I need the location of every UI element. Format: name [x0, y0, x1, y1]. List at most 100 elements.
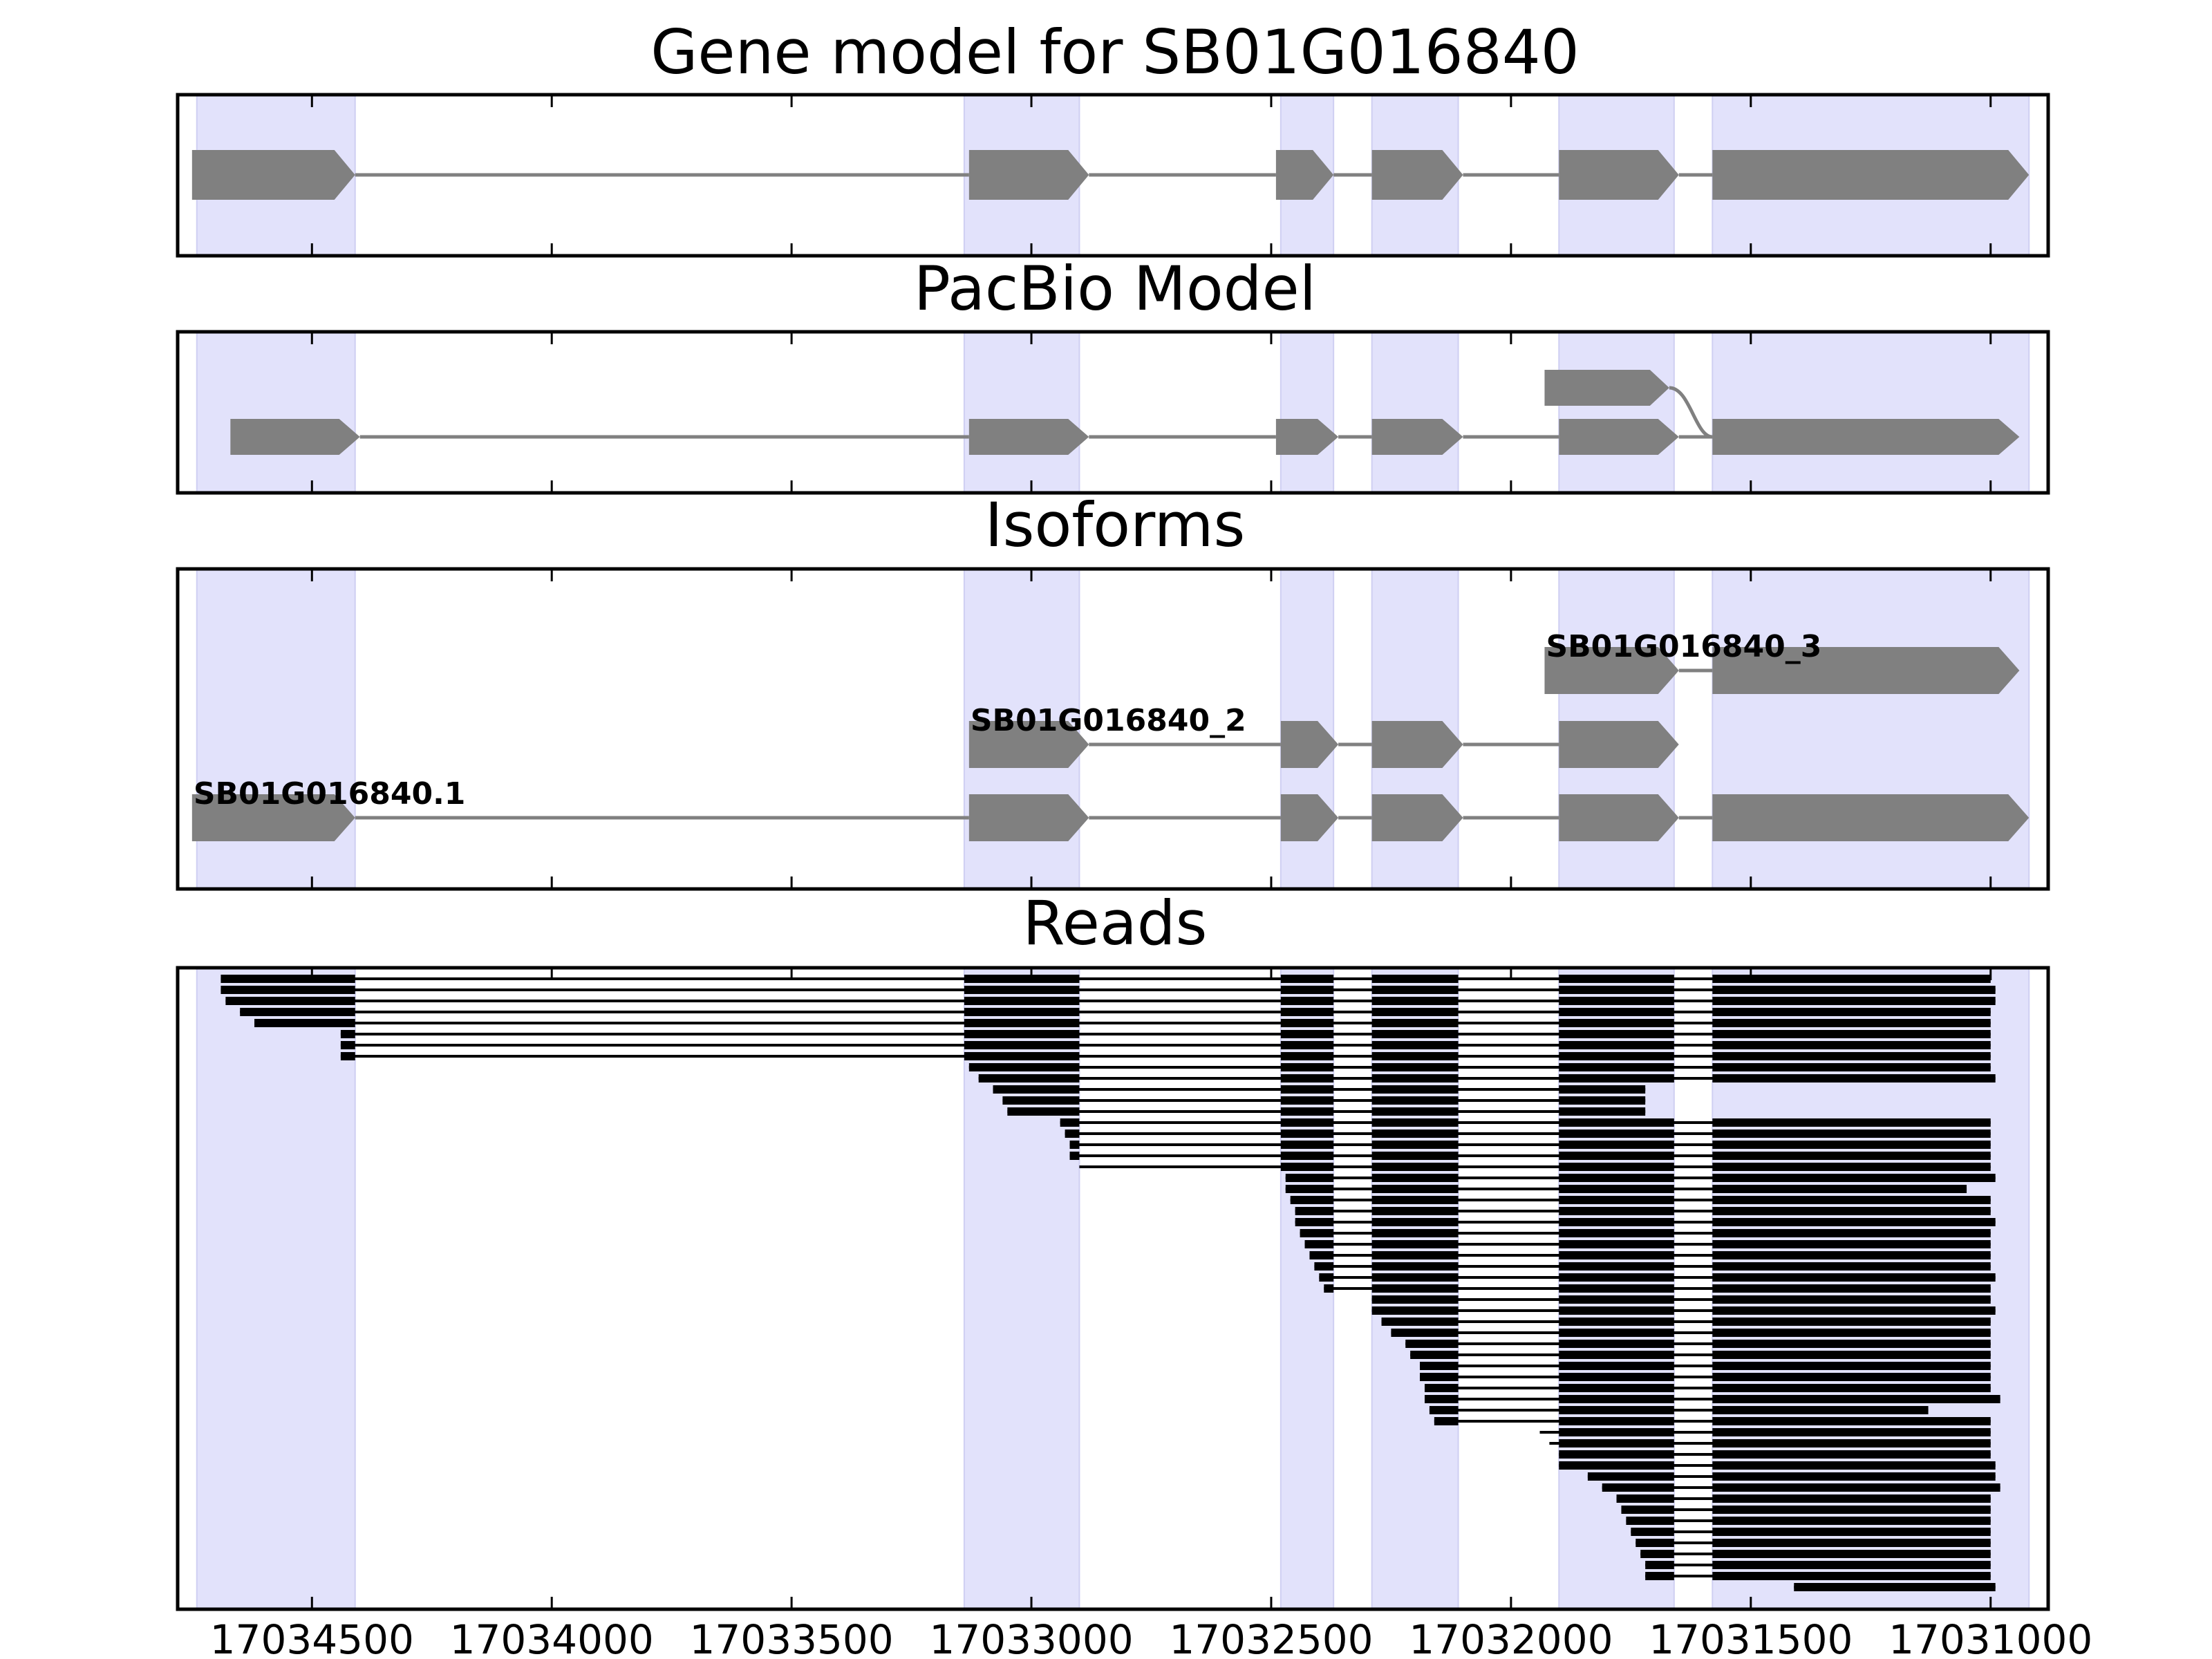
gene-model-panel [176, 93, 2050, 258]
read-aligned-block [1559, 1174, 1674, 1182]
read-aligned-block [1559, 1185, 1674, 1193]
read-aligned-block [1371, 1118, 1459, 1127]
read-aligned-block [1559, 1240, 1674, 1248]
isoform-label: SB01G016840_3 [1546, 629, 1821, 664]
read-aligned-block [1559, 1318, 1674, 1326]
isoform-exon [1559, 721, 1679, 768]
read-aligned-block [1314, 1262, 1334, 1271]
read-aligned-block [1295, 1207, 1334, 1215]
pacbio-model-panel-frame [176, 330, 2050, 495]
read-aligned-block [1712, 1483, 2000, 1492]
read-aligned-block [1712, 1450, 1991, 1459]
read-aligned-block [1280, 975, 1334, 983]
isoform-exon [1371, 794, 1463, 841]
x-tick-label: 17033500 [690, 1616, 894, 1659]
read-aligned-block [1065, 1130, 1080, 1138]
isoform-label: SB01G016840_2 [971, 703, 1246, 738]
read-aligned-block [1559, 1461, 1674, 1470]
read-aligned-block [1559, 1351, 1674, 1359]
reads-panel-frame [176, 966, 2050, 1611]
isoform-exon [191, 794, 355, 841]
read-aligned-block [1069, 1152, 1080, 1160]
read-aligned-block [1559, 1085, 1646, 1094]
read-aligned-block [1559, 1384, 1674, 1392]
read-aligned-block [1712, 1417, 1991, 1425]
pacbio-exon [1559, 419, 1679, 455]
read-aligned-block [1712, 1472, 1996, 1481]
read-aligned-block [1559, 1439, 1674, 1447]
read-aligned-block [1559, 1273, 1674, 1282]
read-aligned-block [1371, 1273, 1459, 1282]
read-aligned-block [1280, 1008, 1334, 1016]
pacbio-alt-junction [1669, 386, 1713, 439]
read-aligned-block [1559, 1030, 1674, 1038]
read-aligned-block [1371, 1185, 1459, 1193]
read-aligned-block [1559, 1373, 1674, 1381]
pacbio-alt-exon [1544, 370, 1669, 406]
read-aligned-block [1626, 1517, 1674, 1525]
read-aligned-block [1712, 1439, 1991, 1447]
read-aligned-block [1425, 1395, 1459, 1403]
read-aligned-block [1559, 975, 1674, 983]
read-aligned-block [1559, 1130, 1674, 1138]
read-aligned-block [1712, 1329, 1991, 1337]
read-aligned-block [1712, 1351, 1991, 1359]
read-aligned-block [1280, 1130, 1334, 1138]
read-aligned-block [964, 986, 1080, 994]
read-aligned-block [1712, 1251, 1991, 1259]
read-aligned-block [1324, 1284, 1334, 1293]
read-aligned-block [1280, 1141, 1334, 1149]
read-aligned-block [993, 1085, 1080, 1094]
read-aligned-block [1309, 1251, 1334, 1259]
read-aligned-block [1280, 1096, 1334, 1105]
read-aligned-block [1280, 1063, 1334, 1071]
read-aligned-block [1640, 1550, 1674, 1558]
gene-model-title: Gene model for SB01G016840 [650, 17, 1580, 88]
read-aligned-block [1712, 1428, 1991, 1436]
read-aligned-block [1712, 1406, 1929, 1414]
exon-highlight-band [1371, 331, 1459, 494]
isoform-exon [968, 794, 1089, 841]
read-aligned-block [1712, 1262, 1991, 1271]
read-aligned-block [1559, 1251, 1674, 1259]
read-aligned-block [1371, 1141, 1459, 1149]
read-aligned-block [1712, 1306, 1996, 1315]
read-aligned-block [1712, 1273, 1996, 1282]
read-aligned-block [1712, 1528, 1991, 1536]
read-aligned-block [1559, 1417, 1674, 1425]
read-aligned-block [1285, 1174, 1334, 1182]
read-aligned-block [1280, 1041, 1334, 1049]
read-aligned-block [1712, 1196, 1991, 1204]
read-aligned-block [1712, 1152, 1991, 1160]
read-aligned-block [225, 997, 355, 1005]
read-aligned-block [1712, 1008, 1991, 1016]
read-aligned-block [1631, 1528, 1674, 1536]
read-aligned-block [964, 975, 1080, 983]
read-aligned-block [1371, 1174, 1459, 1182]
read-aligned-block [340, 1030, 355, 1038]
read-aligned-block [1712, 1074, 1996, 1082]
read-aligned-block [1712, 1295, 1991, 1304]
reads-panel [176, 966, 2050, 1611]
read-aligned-block [1434, 1417, 1459, 1425]
read-aligned-block [1381, 1318, 1459, 1326]
read-aligned-block [1712, 1240, 1991, 1248]
read-aligned-block [1712, 997, 1996, 1005]
read-aligned-block [1319, 1273, 1334, 1282]
read-aligned-block [1410, 1351, 1459, 1359]
read-aligned-block [964, 997, 1080, 1005]
read-aligned-block [1060, 1118, 1080, 1127]
read-aligned-block [1712, 1506, 1991, 1514]
read-aligned-block [1371, 1063, 1459, 1071]
read-aligned-block [254, 1019, 355, 1027]
read-aligned-block [1280, 997, 1334, 1005]
isoform-exon [1280, 721, 1339, 768]
x-axis-ticks [310, 95, 1992, 1609]
read-aligned-block [1371, 1107, 1459, 1116]
read-aligned-block [1429, 1406, 1459, 1414]
isoform-exon [968, 721, 1089, 768]
read-aligned-block [1371, 1096, 1459, 1105]
read-aligned-block [1280, 1085, 1334, 1094]
read-aligned-block [340, 1041, 355, 1049]
